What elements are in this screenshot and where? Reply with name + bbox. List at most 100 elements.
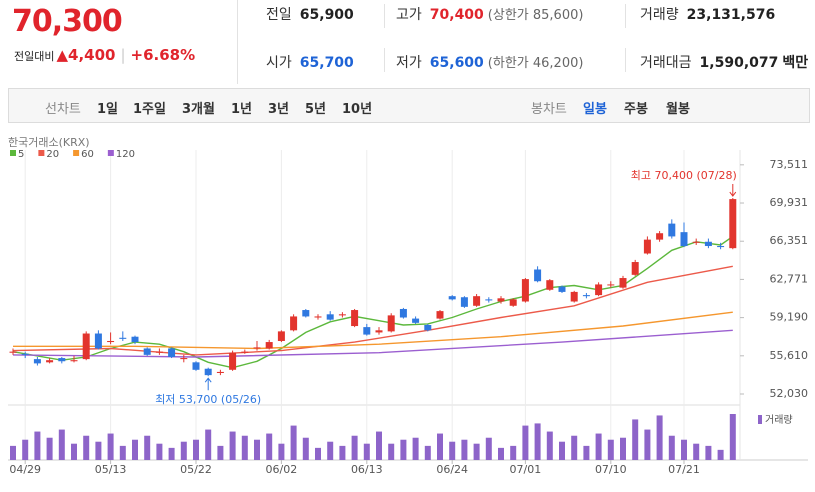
candle-body — [131, 336, 139, 343]
price-change: 전일대비 ▲4,400 | +6.68% — [14, 46, 195, 64]
x-tick-label: 06/24 — [436, 463, 468, 476]
candle-body — [9, 351, 17, 353]
stat-note: (상한가 85,600) — [487, 8, 584, 23]
volume-bar — [168, 447, 175, 460]
volume-bar — [156, 443, 163, 460]
y-tick-label: 69,931 — [770, 196, 809, 209]
candle-body — [155, 351, 163, 353]
volume-bar — [107, 433, 114, 460]
candle-body — [375, 330, 383, 333]
candle-body — [70, 360, 78, 362]
candle-body — [570, 291, 578, 302]
volume-bar — [351, 435, 358, 460]
candle-body — [680, 232, 688, 247]
moving-average-line — [12, 329, 733, 358]
stat-value: 65,600 — [429, 55, 484, 71]
stat: 시가 65,700 — [266, 52, 354, 72]
legend-swatch — [758, 415, 762, 424]
volume-bar — [583, 445, 590, 460]
line-chart-tab[interactable]: 선차트 — [45, 102, 81, 117]
candle-chart-tab[interactable]: 봉차트 — [531, 102, 567, 117]
candle-body — [253, 347, 261, 349]
volume-bar — [302, 437, 309, 460]
x-tick-label: 04/29 — [9, 463, 41, 476]
period-button[interactable]: 3개월 — [182, 102, 215, 117]
interval-button[interactable]: 일봉 — [583, 102, 607, 117]
legend-swatch — [107, 150, 114, 156]
stat-label: 거래대금 — [640, 55, 692, 71]
volume-bar — [376, 431, 382, 460]
volume-bar — [595, 433, 602, 460]
period-button[interactable]: 3년 — [268, 102, 290, 117]
x-tick-label: 07/10 — [595, 463, 627, 476]
x-tick-label: 05/13 — [95, 463, 127, 476]
candle-body — [448, 296, 456, 300]
current-price: 70,300 — [12, 4, 123, 39]
moving-average-line — [13, 311, 733, 350]
candle-body — [33, 359, 41, 364]
max-arrow — [729, 184, 737, 197]
legend-label: 60 — [81, 149, 94, 160]
volume-bar — [132, 439, 138, 460]
candle-body — [180, 358, 188, 360]
volume-bar — [717, 449, 724, 460]
legend-swatch — [10, 150, 16, 156]
candle-body — [717, 246, 725, 248]
stat-value: 23,131,576 — [686, 7, 776, 23]
candle-body — [338, 314, 346, 316]
candle-body — [229, 352, 237, 370]
interval-button[interactable]: 월봉 — [666, 102, 690, 117]
volume-bar — [522, 425, 529, 460]
candle-body — [314, 316, 322, 318]
period-button[interactable]: 10년 — [342, 102, 373, 117]
stat-value: 70,400 — [429, 7, 484, 23]
candle-body — [619, 278, 627, 288]
candle-body — [595, 284, 603, 296]
stat-label: 저가 — [396, 55, 422, 71]
volume-bar — [119, 445, 126, 460]
x-tick-label: 07/01 — [510, 463, 542, 476]
volume-bar — [656, 415, 663, 460]
volume-bar — [180, 441, 187, 460]
candle-body — [277, 331, 285, 341]
period-button[interactable]: 1년 — [231, 102, 253, 117]
volume-bar — [534, 423, 541, 460]
legend-label: 5 — [18, 149, 24, 160]
candle-body — [729, 199, 737, 249]
volume-bar — [254, 439, 260, 460]
stat: 고가 70,400 (상한가 85,600) — [396, 4, 583, 24]
period-button[interactable]: 1일 — [97, 102, 119, 117]
volume-bar — [58, 429, 65, 460]
candle-body — [582, 295, 590, 297]
candle-body — [119, 337, 127, 339]
period-button[interactable]: 1주일 — [133, 102, 166, 117]
volume-bar — [607, 439, 614, 460]
period-button[interactable]: 5년 — [305, 102, 327, 117]
candle-body — [302, 310, 310, 317]
candle-body — [497, 298, 505, 302]
stat-value: 1,590,077 — [699, 55, 779, 71]
volume-bar — [485, 437, 492, 460]
candle-body — [643, 239, 651, 254]
x-tick-label: 06/02 — [266, 463, 298, 476]
volume-bar — [388, 443, 395, 460]
divider — [625, 48, 626, 72]
volume-bar — [449, 441, 456, 460]
candle-body — [58, 358, 66, 362]
volume-bar — [193, 439, 199, 460]
volume-bar — [705, 445, 712, 460]
volume-bar — [400, 439, 407, 460]
stat-unit: 백만 — [782, 55, 809, 71]
candle-body — [351, 310, 359, 327]
stat-label: 시가 — [266, 55, 292, 71]
divider — [237, 0, 238, 84]
volume-bar — [363, 443, 370, 460]
volume-bar — [644, 429, 651, 460]
volume-bar — [278, 443, 285, 460]
volume-bar — [681, 439, 687, 460]
interval-button[interactable]: 주봉 — [624, 102, 648, 117]
candle-body — [436, 311, 444, 319]
candle-body — [631, 262, 639, 275]
x-tick-label: 06/13 — [351, 463, 383, 476]
